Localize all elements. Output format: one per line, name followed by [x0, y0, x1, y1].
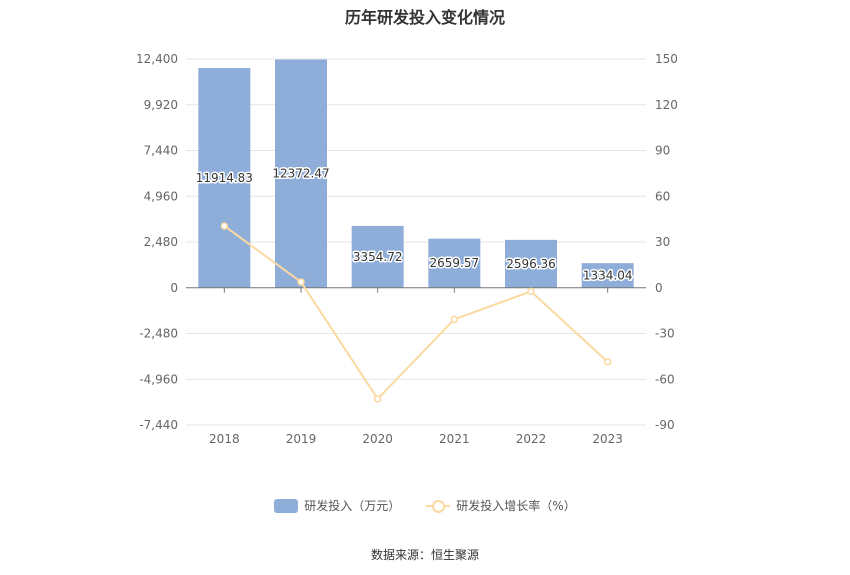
legend-label-growth-rate: 研发投入增长率（%） — [456, 499, 576, 513]
x-tick-label: 2023 — [592, 432, 623, 446]
bar-data-label: 1334.04 — [583, 268, 633, 282]
bar — [505, 239, 557, 288]
y-left-tick-label: 2,480 — [144, 235, 178, 249]
y-left-tick-label: -2,480 — [139, 327, 178, 341]
legend-label-rd-investment: 研发投入（万元） — [304, 499, 401, 513]
y-right-tick-label: -60 — [655, 372, 675, 386]
growth-rate-point — [220, 222, 229, 230]
bar-data-label: 2596.36 — [506, 257, 556, 271]
growth-rate-point — [603, 358, 612, 366]
bar-data-label: 3354.72 — [353, 250, 403, 264]
legend-item-rd-investment[interactable]: 研发投入（万元） — [274, 497, 400, 514]
bar — [275, 59, 327, 288]
data-source-note: 数据来源：恒生聚源 — [370, 548, 479, 562]
y-left-tick-label: -7,440 — [139, 418, 178, 432]
y-right-tick-label: -90 — [655, 418, 675, 432]
y-right-tick-label: -30 — [655, 327, 675, 341]
y-right-tick-label: 150 — [655, 52, 678, 66]
bar-data-label: 12372.47 — [272, 167, 329, 181]
growth-rate-line — [223, 225, 609, 401]
chart-title: 历年研发投入变化情况 — [344, 8, 505, 27]
y-right-tick-label: 90 — [655, 144, 670, 158]
y-left-tick-label: 12,400 — [136, 52, 178, 66]
bar — [581, 263, 634, 288]
x-tick-label: 2021 — [439, 432, 470, 446]
growth-rate-point — [373, 395, 382, 403]
bar — [428, 238, 481, 288]
y-left-tick-label: 0 — [170, 281, 178, 295]
x-tick-label: 2019 — [286, 432, 317, 446]
y-right-tick-label: 30 — [655, 235, 670, 249]
bar-data-label: 2659.57 — [430, 256, 480, 270]
chart-legend: 研发投入（万元） 研发投入增长率（%） — [0, 497, 850, 514]
y-right-tick-label: 0 — [655, 281, 663, 295]
x-tick-label: 2018 — [209, 432, 240, 446]
bar — [198, 67, 251, 288]
bar-data-label: 11914.83 — [196, 171, 253, 185]
y-left-tick-label: 4,960 — [144, 189, 178, 203]
growth-rate-point — [297, 278, 305, 286]
bar — [351, 225, 404, 288]
y-right-tick-label: 120 — [655, 98, 678, 112]
x-tick-label: 2022 — [516, 432, 547, 446]
y-left-tick-label: -4,960 — [139, 372, 178, 386]
legend-swatch-bar — [274, 498, 299, 513]
growth-rate-point — [450, 315, 459, 324]
y-left-tick-label: 7,440 — [144, 144, 178, 158]
legend-swatch-line — [426, 499, 451, 513]
y-right-tick-label: 60 — [655, 189, 670, 203]
growth-rate-point — [527, 287, 535, 296]
legend-item-growth-rate[interactable]: 研发投入增长率（%） — [426, 497, 576, 514]
y-left-tick-label: 9,920 — [144, 98, 178, 112]
x-tick-label: 2020 — [362, 432, 393, 446]
